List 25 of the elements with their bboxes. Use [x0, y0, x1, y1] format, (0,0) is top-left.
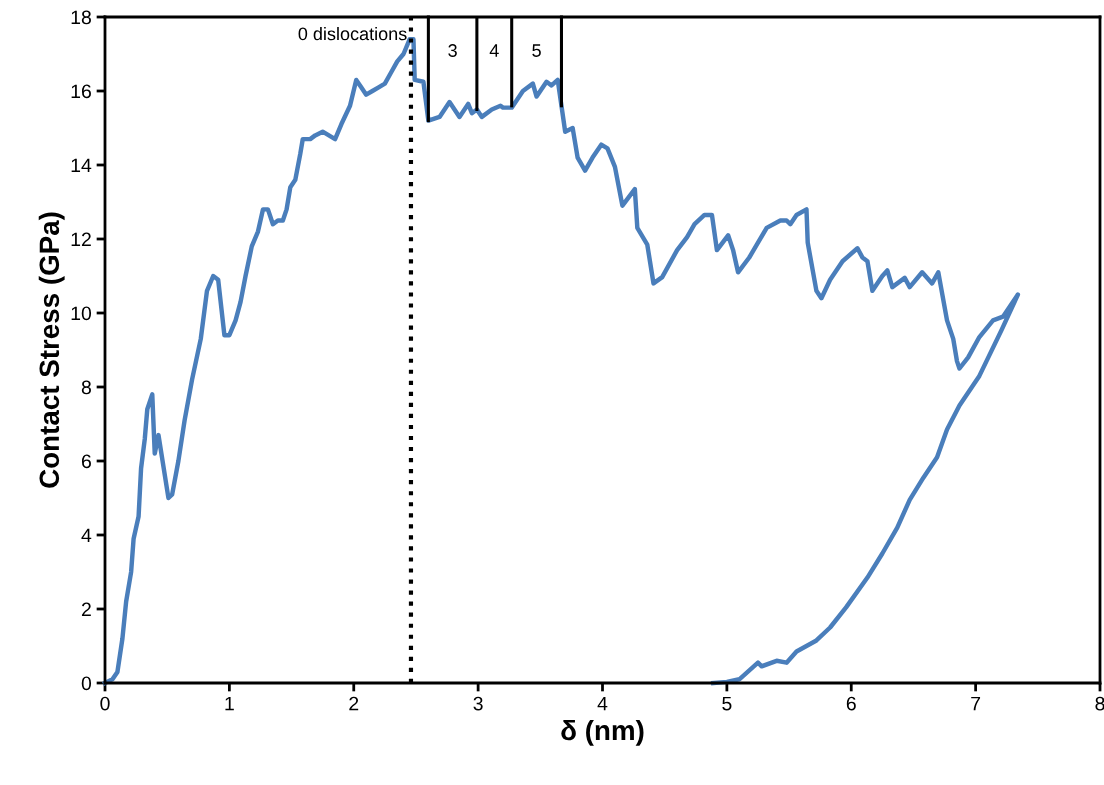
x-tick-label: 5 — [722, 696, 732, 711]
y-tick-label: 12 — [71, 232, 91, 247]
x-tick-label: 7 — [971, 696, 981, 711]
y-tick-label: 8 — [81, 380, 91, 395]
y-tick-label: 16 — [71, 84, 91, 99]
annotation: 5 — [532, 44, 541, 57]
x-tick-label: 6 — [846, 696, 856, 711]
x-tick-label: 1 — [225, 696, 234, 711]
y-tick-label: 18 — [71, 10, 91, 25]
y-tick-label: 10 — [71, 306, 92, 321]
x-axis-title: δ (nm) — [561, 719, 644, 746]
annotation: 3 — [448, 44, 457, 57]
x-tick-label: 8 — [1095, 696, 1104, 711]
annotation: 4 — [489, 44, 499, 57]
x-tick-label: 4 — [597, 696, 608, 711]
y-tick-label: 6 — [81, 454, 91, 469]
x-tick-label: 3 — [473, 696, 483, 711]
y-tick-label: 0 — [81, 676, 92, 691]
y-tick-label: 14 — [71, 158, 92, 173]
y-tick-label: 4 — [81, 528, 92, 543]
y-tick-label: 2 — [81, 602, 91, 617]
x-tick-label: 0 — [100, 696, 110, 711]
annotation: 0 dislocations — [298, 26, 407, 41]
y-axis-title: Contact Stress (GPa) — [38, 212, 65, 488]
x-tick-label: 2 — [349, 696, 359, 711]
